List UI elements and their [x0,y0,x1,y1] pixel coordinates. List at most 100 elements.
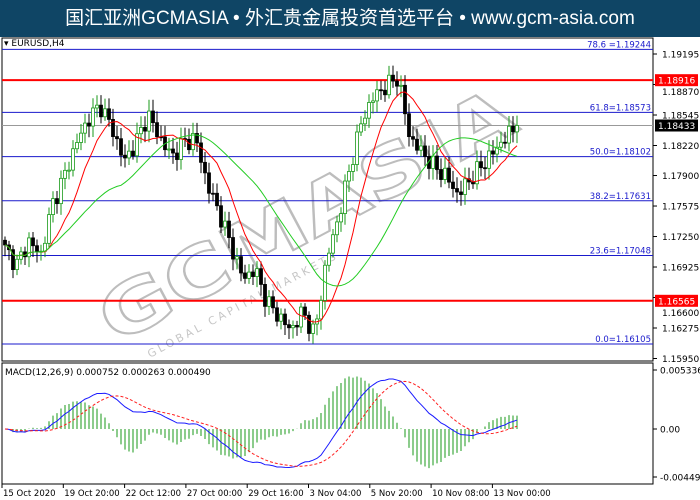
candle-body [95,104,99,109]
macd-line [4,378,518,468]
candle-body [439,169,443,180]
candle-body [211,192,215,195]
candle-body [375,89,379,102]
candle-body [207,172,211,194]
candle-body [91,107,95,127]
candle-body [179,138,183,160]
candle-body [427,156,431,169]
candle-body [63,169,67,179]
candle-body [99,104,103,118]
candle-body [303,306,307,316]
candle-body [115,136,119,140]
price-axis-label: 1.17575 [662,203,699,213]
candle-body [487,150,491,169]
candle-body [31,237,35,247]
main-pane [1,37,654,362]
candle-body [395,80,399,87]
candle-body [191,133,195,151]
macd-axis-label: -0.004499 [660,474,700,484]
macd-axis-label: 0.005336 [660,367,700,377]
candle-body [271,296,275,309]
candle-body [407,113,411,138]
candle-body [27,237,31,258]
candle-body [435,155,439,170]
candle-body [215,192,219,207]
symbol-label[interactable]: ▾ EURUSD,H4 [4,39,65,49]
price-axis-label: 1.16600 [662,309,699,319]
candle-body [219,205,223,228]
candle-body [127,150,131,159]
candle-body [335,221,339,236]
candle-body [267,296,271,307]
price-axis-label: 1.15950 [662,355,699,365]
candle-body [399,84,403,87]
candle-body [403,84,407,115]
candle-body [103,108,107,118]
candle-body [411,136,415,140]
candle-body [59,177,63,205]
candle-body [387,74,391,96]
candle-body [511,125,515,133]
candle-body [491,150,495,155]
candle-body [143,127,147,132]
candle-body [307,314,311,334]
level-price-label: 1.18916 [658,77,695,87]
candle-body [227,220,231,238]
candle-body [75,142,79,150]
candle-body [187,138,191,151]
candle-body [123,154,127,159]
candle-body [355,131,359,165]
candle-body [231,237,235,260]
macd-pane [1,362,654,485]
candle-body [363,117,367,125]
candle-body [359,123,363,133]
candle-body [263,284,267,307]
candle-body [247,271,251,279]
candle-body [351,164,355,172]
level-price-tag [655,74,698,87]
candle-body [447,167,451,183]
candle-body [507,125,511,144]
current-price-label: 1.18433 [658,122,695,132]
candle-body [347,171,351,182]
candle-body [87,122,91,127]
candle-body [343,180,347,214]
candle-body [379,89,383,92]
candle-body [291,325,295,329]
candle-body [155,122,159,138]
macd-signal-line [4,380,518,467]
candle-body [423,145,427,157]
candle-body [455,188,459,193]
candle-body [11,249,15,270]
fib-level-label: 61.8=1.18573 [590,103,651,113]
candle-body [367,102,371,119]
time-axis-label: 22 Oct 12:00 [126,489,181,499]
candle-body [199,142,203,163]
time-axis-label: 13 Nov 00:00 [493,489,550,499]
candle-body [391,74,395,82]
level-price-tag [655,294,698,307]
price-axis-label: 1.18870 [662,88,699,98]
candle-body [503,141,507,144]
time-axis-label: 3 Nov 04:00 [310,489,362,499]
price-axis-label: 1.18545 [662,111,699,121]
candle-body [119,138,123,156]
macd-axis-label: 0.00 [660,426,680,436]
candle-body [475,161,479,185]
candle-body [55,198,59,205]
candle-body [443,167,447,180]
candle-body [419,145,423,151]
candle-body [15,258,19,270]
candle-body [275,307,279,322]
time-axis-label: 27 Oct 00:00 [187,489,242,499]
candle-body [151,110,155,124]
time-axis-label: 10 Nov 08:00 [432,489,489,499]
candle-body [131,150,135,157]
candle-body [283,313,287,326]
candle-body [3,239,7,246]
time-axis-label: 29 Oct 16:00 [248,489,303,499]
macd-label: MACD(12,26,9) 0.000752 0.000263 0.000490 [5,368,211,378]
candle-body [495,146,499,155]
candle-body [295,325,299,328]
